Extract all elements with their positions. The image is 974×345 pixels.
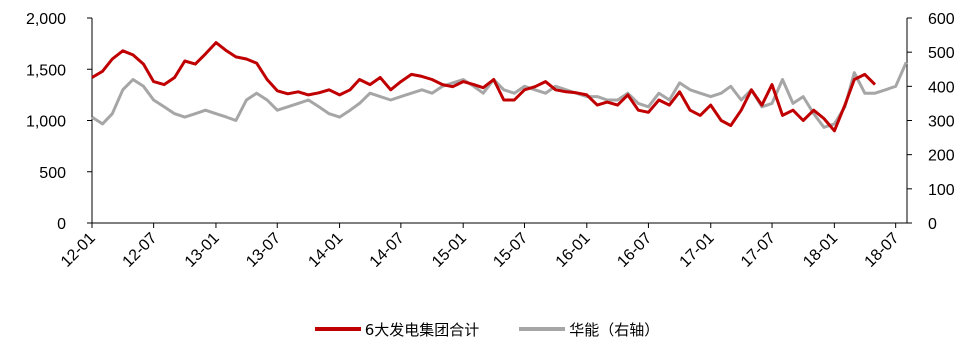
x-tick-label: 16-01 bbox=[553, 230, 594, 271]
axes: 0 500 1,000 1,500 2,000 0 100 200 300 400 500 600 12… bbox=[26, 11, 955, 271]
x-tick-label: 15-07 bbox=[490, 230, 531, 271]
y-right-tick-label: 400 bbox=[928, 79, 955, 96]
y-left-tick-label: 1,500 bbox=[26, 62, 66, 79]
x-tick-label: 12-01 bbox=[58, 230, 99, 271]
x-tick-label: 18-01 bbox=[800, 230, 841, 271]
x-tick-label: 14-01 bbox=[305, 230, 346, 271]
y-right-tick-label: 300 bbox=[928, 114, 955, 131]
y-right-tick-label: 600 bbox=[928, 11, 955, 28]
legend-item-group-total: 6大发电集团合计 bbox=[314, 319, 480, 340]
x-tick-label: 14-07 bbox=[367, 230, 408, 271]
y-right-tick-label: 200 bbox=[928, 148, 955, 165]
legend-swatch-huaneng bbox=[519, 327, 566, 331]
y-right-tick-label: 100 bbox=[928, 182, 955, 199]
series-line-huaneng bbox=[91, 61, 908, 129]
y-left-tick-label: 2,000 bbox=[26, 11, 66, 28]
y-right-tick-label: 0 bbox=[928, 216, 937, 233]
y-left-tick-label: 500 bbox=[39, 165, 66, 182]
y-left-tick-label: 1,000 bbox=[26, 114, 66, 131]
legend-item-huaneng: 华能（右轴） bbox=[519, 319, 659, 340]
x-tick-label: 12-07 bbox=[120, 230, 161, 271]
series-layer bbox=[91, 41, 908, 133]
x-tick-label: 17-07 bbox=[738, 230, 779, 271]
x-tick-label: 18-07 bbox=[862, 230, 903, 271]
x-tick-label: 17-01 bbox=[677, 230, 718, 271]
x-tick-label: 13-01 bbox=[182, 230, 223, 271]
legend-label-group-total: 6大发电集团合计 bbox=[364, 320, 480, 339]
y-left-tick-label: 0 bbox=[57, 216, 66, 233]
legend: 6大发电集团合计 华能（右轴） bbox=[0, 318, 974, 340]
x-tick-label: 13-07 bbox=[243, 230, 284, 271]
x-tick-label: 16-07 bbox=[614, 230, 655, 271]
x-tick-label: 15-01 bbox=[429, 230, 470, 271]
series-line-group-total bbox=[91, 41, 877, 133]
legend-label-huaneng: 华能（右轴） bbox=[569, 320, 660, 339]
legend-swatch-group-total bbox=[314, 327, 361, 331]
y-right-tick-label: 500 bbox=[928, 45, 955, 62]
